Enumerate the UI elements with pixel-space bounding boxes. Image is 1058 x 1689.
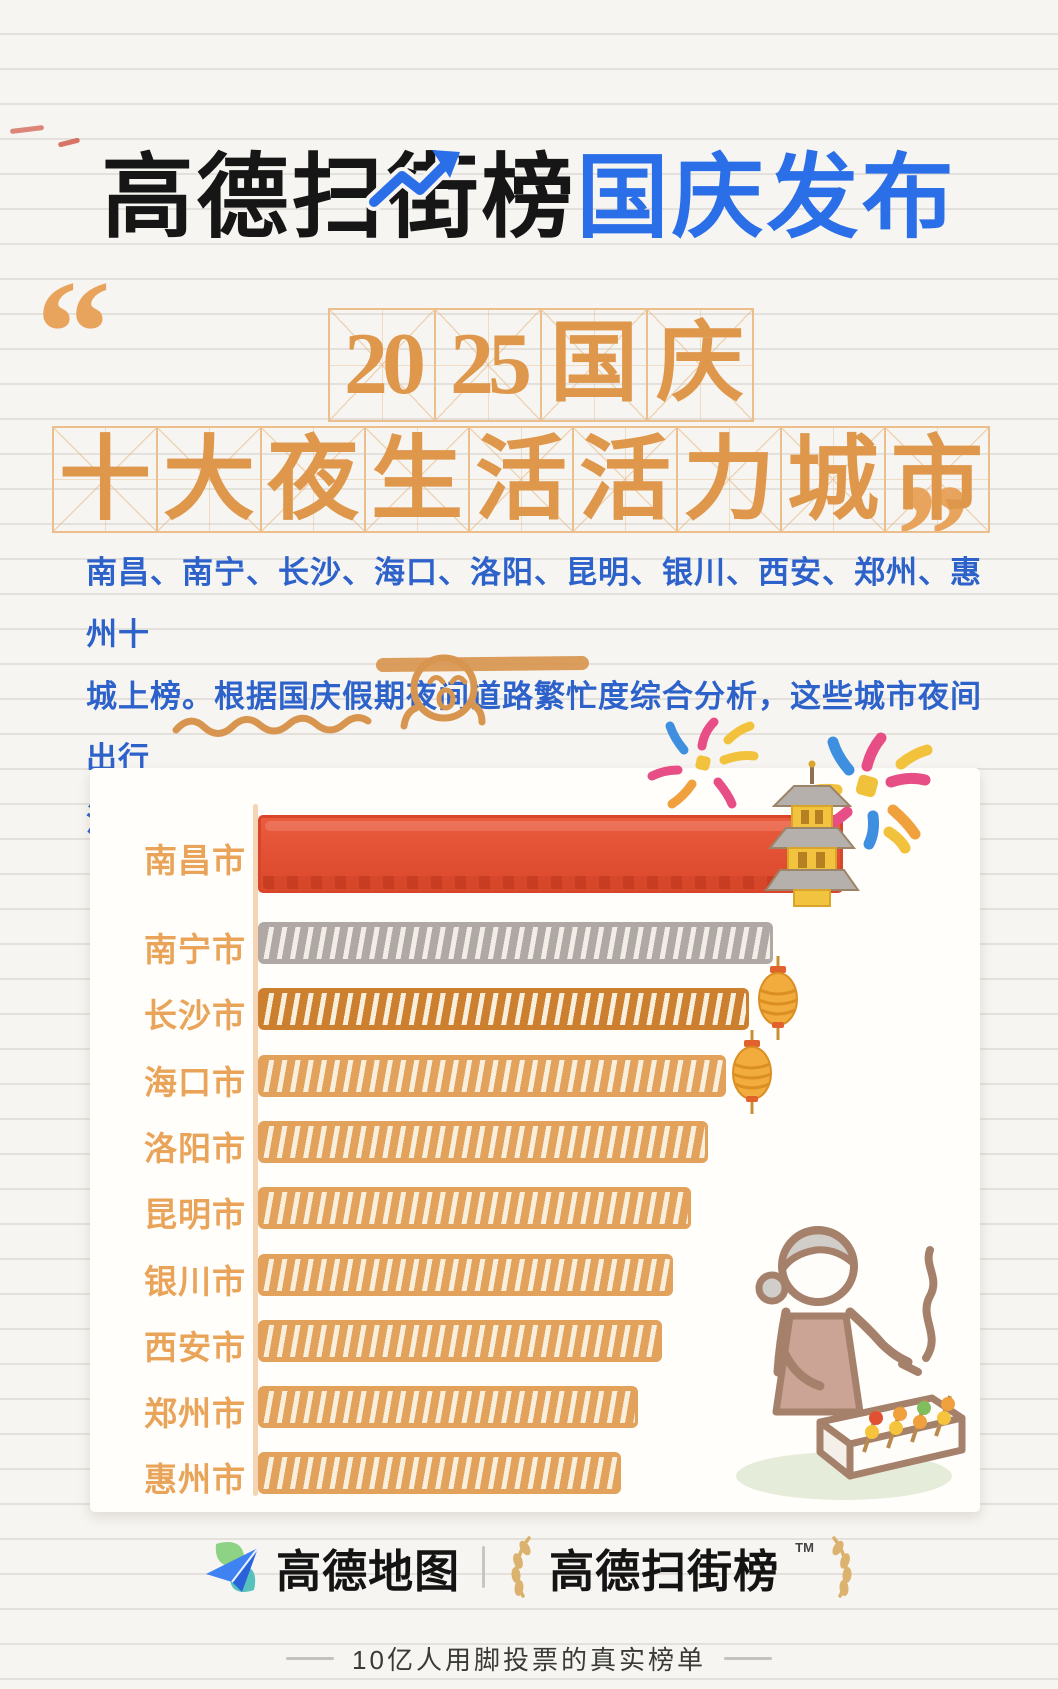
chart-bar-label: 南昌市 — [144, 842, 246, 879]
chart-bar — [258, 815, 843, 893]
chart-bar-label: 银川市 — [144, 1263, 246, 1300]
grill-woman-illustration — [736, 1226, 966, 1500]
grid-box: 20 — [328, 308, 436, 422]
title-trend-arrow-icon — [366, 150, 460, 211]
footer-logo-row: 高德地图 高德扫街榜 TM — [0, 1534, 1058, 1600]
fireworks-icon — [647, 717, 759, 809]
grid-box: 城 — [780, 426, 886, 533]
grid-box: 夜 — [260, 426, 366, 533]
bar-grass-texture — [263, 876, 838, 889]
chart-bar — [258, 922, 773, 964]
grid-char: 市 — [890, 428, 983, 531]
chart-bar-label: 长沙市 — [144, 997, 246, 1034]
red-pen-tick — [57, 137, 81, 148]
grid-box: 大 — [156, 426, 262, 533]
grid-char: 国 — [549, 316, 638, 413]
subtitle-line-2: 十 大 夜 生 活 活 力 城 市 — [52, 426, 990, 533]
footer-tagline-row: 10亿人用脚投票的真实榜单 — [0, 1640, 1058, 1677]
footer-tagline: 10亿人用脚投票的真实榜单 — [352, 1645, 706, 1675]
lantern-icon — [732, 1030, 772, 1114]
grid-box: 活 — [468, 426, 574, 533]
grid-char: 25 — [450, 316, 532, 413]
grid-box: 25 — [434, 308, 542, 422]
grid-box: 活 — [572, 426, 678, 533]
grid-char: 活 — [578, 428, 671, 531]
chart-bar-label: 西安市 — [144, 1329, 246, 1366]
grid-char: 20 — [344, 316, 426, 413]
amap-logo-icon — [206, 1542, 259, 1592]
grid-box: 十 — [52, 426, 158, 533]
brand-saojie-rank: 高德扫街榜 — [549, 1545, 780, 1597]
grid-char: 城 — [786, 428, 879, 531]
lantern-icon — [758, 956, 798, 1040]
wheat-laurel-icon — [832, 1536, 852, 1598]
chart-bar — [258, 1121, 708, 1163]
red-pen-tick — [9, 124, 45, 135]
grid-char: 十 — [58, 428, 151, 531]
chart-bar-label: 惠州市 — [144, 1461, 246, 1498]
chart-bar — [258, 1386, 638, 1428]
grid-box: 生 — [364, 426, 470, 533]
grid-box: 市 — [884, 426, 990, 533]
grid-box: 庆 — [646, 308, 754, 422]
page-title-black: 高德扫街榜 — [101, 147, 577, 249]
bar-highlight — [265, 821, 836, 831]
chart-bar — [258, 988, 749, 1030]
chart-bar — [258, 1452, 621, 1494]
grid-box: 力 — [676, 426, 782, 533]
chart-bar-label: 南宁市 — [144, 931, 246, 968]
grid-char: 大 — [162, 428, 255, 531]
wheat-laurel-icon — [511, 1536, 531, 1598]
subtitle-line-1: 20 25 国 庆 — [328, 308, 754, 422]
close-quote-mark: ” — [896, 454, 971, 620]
chart-bar — [258, 1320, 662, 1362]
page-title: 高德扫街榜国庆发布 — [0, 147, 1058, 249]
brand-amap: 高德地图 — [276, 1545, 461, 1597]
tagline-dash — [286, 1657, 335, 1660]
paragraph-line: 南昌、南宁、长沙、海口、洛阳、昆明、银川、西安、郑州、惠州十 — [86, 555, 982, 652]
chart-bar-label: 郑州市 — [144, 1395, 246, 1432]
tagline-dash — [723, 1657, 772, 1660]
grid-char: 夜 — [266, 428, 359, 531]
grid-char: 庆 — [655, 316, 744, 413]
chart-bar — [258, 1187, 691, 1229]
smiley-doodle-icon — [400, 654, 486, 730]
footer-divider — [482, 1546, 486, 1588]
page-title-blue: 国庆发布 — [576, 147, 957, 249]
chart-bar — [258, 1254, 673, 1296]
grid-char: 力 — [682, 428, 775, 531]
grid-char: 生 — [370, 428, 463, 531]
open-quote-mark: “ — [36, 250, 111, 416]
chart-bar-label: 昆明市 — [144, 1196, 246, 1233]
chart-bar-label: 海口市 — [144, 1064, 246, 1101]
grid-box: 国 — [540, 308, 648, 422]
trademark-symbol: TM — [795, 1540, 814, 1555]
chart-bar-label: 洛阳市 — [144, 1130, 246, 1167]
pagoda-icon — [764, 760, 860, 907]
squiggle-underline — [172, 714, 372, 737]
chart-axis-line — [253, 804, 258, 1496]
grid-char: 活 — [474, 428, 567, 531]
chart-bar — [258, 1055, 726, 1097]
